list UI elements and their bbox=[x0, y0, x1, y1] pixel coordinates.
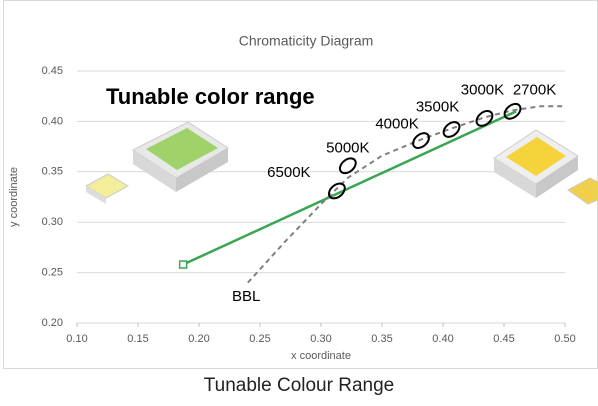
x-axis-label: x coordinate bbox=[291, 350, 351, 362]
y-tick-label: 0.20 bbox=[42, 317, 63, 329]
x-tick-label: 0.30 bbox=[310, 333, 331, 345]
annotation: Tunable color range bbox=[106, 84, 315, 109]
x-tick-label: 0.35 bbox=[371, 333, 392, 345]
x-tick-label: 0.25 bbox=[249, 333, 270, 345]
curve-label: BBL bbox=[232, 288, 260, 305]
y-tick-label: 0.25 bbox=[42, 267, 63, 279]
chart: Chromaticity Diagram x coordinate y coor… bbox=[0, 0, 598, 401]
chart-title: Chromaticity Diagram bbox=[239, 33, 374, 49]
x-tick-label: 0.20 bbox=[188, 333, 209, 345]
cct-label: 5000K bbox=[326, 140, 369, 157]
y-tick-label: 0.30 bbox=[42, 216, 63, 228]
cct-label: 3000K bbox=[461, 81, 504, 98]
page: Chromaticity Diagram x coordinate y coor… bbox=[0, 0, 598, 401]
x-tick-label: 0.45 bbox=[493, 333, 514, 345]
y-tick-label: 0.40 bbox=[42, 115, 63, 127]
cct-label: 2700K bbox=[513, 81, 556, 98]
cct-label: 6500K bbox=[267, 164, 310, 181]
start-marker bbox=[180, 261, 187, 268]
cct-label: 3500K bbox=[416, 98, 459, 115]
caption: Tunable Colour Range bbox=[204, 375, 394, 396]
x-tick-label: 0.10 bbox=[66, 333, 87, 345]
cct-label: 4000K bbox=[375, 116, 418, 133]
y-tick-label: 0.45 bbox=[42, 65, 63, 77]
x-tick-label: 0.40 bbox=[432, 333, 453, 345]
x-tick-label: 0.15 bbox=[127, 333, 148, 345]
y-axis-label: y coordinate bbox=[8, 167, 20, 227]
y-tick-label: 0.35 bbox=[42, 166, 63, 178]
x-tick-label: 0.50 bbox=[554, 333, 575, 345]
